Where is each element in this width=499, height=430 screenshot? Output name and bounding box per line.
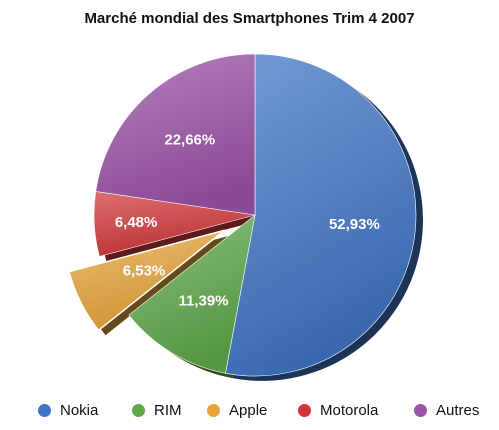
legend-item-autres: Autres xyxy=(414,398,479,422)
legend-label: RIM xyxy=(154,401,182,419)
legend-item-nokia: Nokia xyxy=(38,398,98,422)
pie-slice-apple xyxy=(68,229,226,332)
pie-slice-nokia xyxy=(225,53,417,377)
pie-slice-rim xyxy=(128,214,256,374)
chart-legend: Nokia RIM Apple Motorola Autres xyxy=(0,398,499,422)
pie-chart: 52,93% 11,39% 6,53% 6,48% 22,66% xyxy=(68,53,423,381)
legend-label: Apple xyxy=(229,401,268,419)
legend-label: Nokia xyxy=(60,401,99,419)
legend-swatch xyxy=(132,403,145,417)
legend-item-motorola: Motorola xyxy=(298,398,378,422)
slice-label-nokia: 52,93% xyxy=(329,216,380,233)
slice-label-apple: 6,53% xyxy=(123,263,166,280)
legend-item-rim: RIM xyxy=(132,398,182,422)
legend-swatch xyxy=(414,403,427,417)
legend-item-apple: Apple xyxy=(207,398,267,422)
slice-label-autres: 22,66% xyxy=(164,131,215,148)
slice-label-motorola: 6,48% xyxy=(115,214,158,231)
legend-label: Autres xyxy=(436,401,480,419)
legend-label: Motorola xyxy=(320,401,379,419)
pie-slice-autres xyxy=(95,53,256,216)
slice-label-rim: 11,39% xyxy=(178,293,228,310)
legend-swatch xyxy=(38,403,51,417)
legend-swatch xyxy=(298,403,311,417)
legend-swatch xyxy=(207,403,220,417)
chart-title: Marché mondial des Smartphones Trim 4 20… xyxy=(84,10,415,27)
